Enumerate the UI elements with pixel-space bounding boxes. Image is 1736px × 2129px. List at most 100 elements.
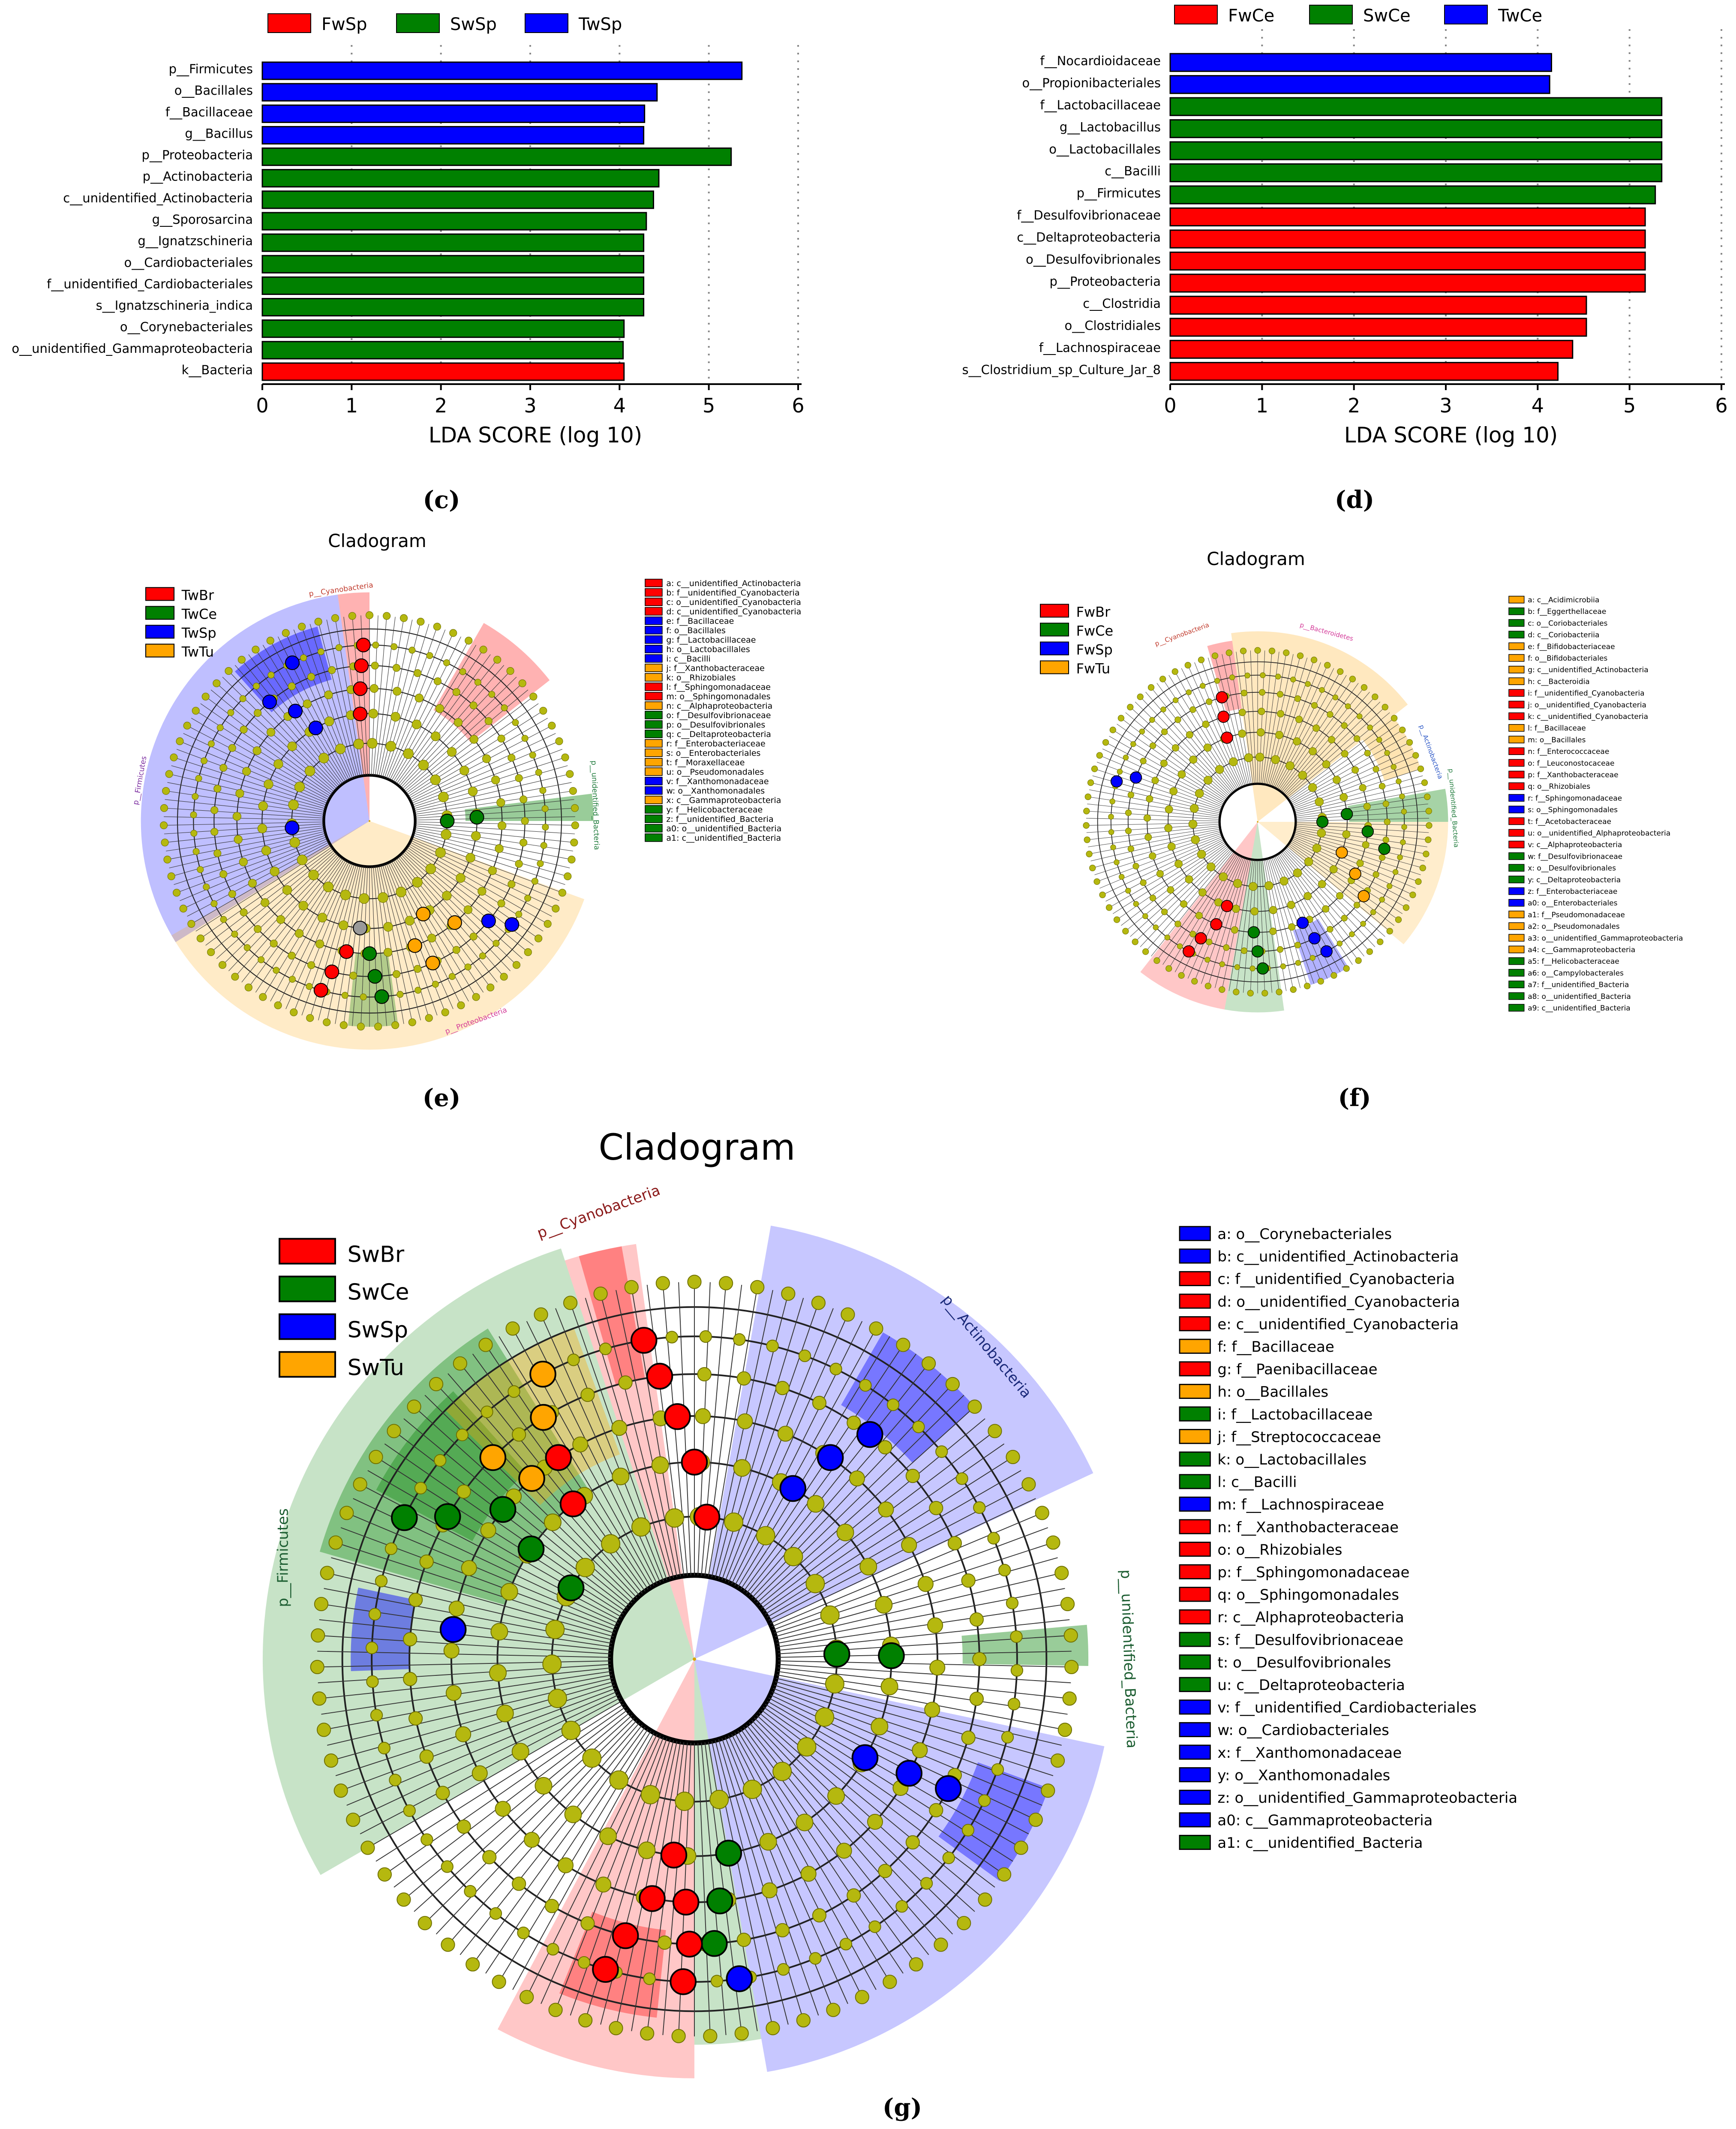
tree-node — [294, 782, 305, 792]
key-swatch — [1508, 864, 1525, 872]
tree-branch — [381, 865, 421, 1021]
key-entry: y: c__Deltaproteobacteria — [1528, 876, 1621, 884]
tree-node — [425, 863, 436, 874]
clade-highlight — [351, 1588, 416, 1671]
leaf-node — [1337, 668, 1344, 675]
key-entry: b: c__unidentified_Actinobacteria — [1217, 1248, 1459, 1266]
tree-node — [1156, 870, 1164, 878]
key-swatch — [1508, 631, 1525, 639]
leaf-node — [187, 920, 195, 928]
tree-node — [1244, 672, 1250, 679]
tree-branch — [301, 626, 355, 778]
tree-branch — [616, 1290, 678, 1577]
tree-node — [541, 805, 549, 812]
tree-node — [1384, 750, 1390, 756]
tree-branch — [1285, 701, 1381, 796]
significant-node — [517, 1535, 545, 1563]
significant-node — [353, 681, 368, 696]
leaf-node — [1417, 765, 1424, 773]
tree-branch — [541, 1735, 661, 2004]
tree-branch — [210, 689, 335, 792]
tree-node — [463, 905, 473, 914]
tree-branch — [293, 863, 353, 1013]
tree-node — [366, 1675, 379, 1688]
key-entry: a1: f__Pseudomonadaceae — [1528, 911, 1625, 919]
leaf-node — [1377, 938, 1384, 945]
leaf-node — [640, 2026, 655, 2041]
leaf-node — [408, 1018, 416, 1026]
tree-node — [248, 879, 257, 888]
tree-node — [1327, 711, 1334, 718]
tree-node — [618, 1375, 633, 1390]
tree-node — [1114, 859, 1120, 866]
tree-branch — [391, 641, 469, 781]
tree-branch — [448, 1373, 640, 1596]
leaf-node — [1419, 864, 1426, 872]
leaf-node — [449, 629, 457, 637]
significant-node — [664, 1403, 691, 1430]
lda-chart-c: FwSp SwSp TwSp p__Firmicutes o__Bacillales f_… — [12, 13, 805, 448]
key-entry: a1: c__unidentified_Bacteria — [1217, 1834, 1423, 1852]
key-swatch — [1508, 736, 1525, 743]
key-swatch — [1179, 1496, 1211, 1512]
tree-branch — [169, 831, 325, 869]
leaf-node — [909, 1957, 923, 1972]
bar-o__Propionibacteriales — [1169, 75, 1550, 94]
significant-node — [367, 969, 382, 984]
panel-label-d: (d) — [1335, 486, 1374, 514]
key-entry: p: f__Sphingomonadaceae — [1217, 1564, 1409, 1581]
key-swatch — [1508, 980, 1525, 989]
tree-branch — [405, 696, 534, 794]
tree-branch — [165, 799, 324, 817]
tree-node — [308, 869, 319, 881]
tree-node — [371, 662, 379, 670]
tree-node — [1206, 698, 1213, 705]
key-entry: r: f__Enterobacteriaceae — [666, 739, 765, 749]
tree-branch — [711, 1741, 773, 2028]
tree-node — [1117, 769, 1123, 775]
key-swatch — [1179, 1383, 1211, 1399]
tree-node — [419, 1554, 434, 1569]
tree-branch — [191, 718, 330, 799]
tree-node — [414, 669, 422, 677]
tree-branch — [340, 1688, 616, 1791]
tree-branch — [499, 1730, 652, 1982]
tree-node — [987, 1532, 1000, 1545]
leaf-node — [360, 1840, 375, 1855]
key-swatch — [1508, 875, 1525, 884]
clade-highlight — [171, 821, 585, 1050]
tree-node — [318, 753, 329, 764]
tree-branch — [718, 1739, 804, 2021]
tree-branch — [1265, 859, 1294, 990]
bar-label: p__Proteobacteria — [142, 148, 253, 162]
leaf-node — [160, 821, 168, 830]
significant-node — [518, 1465, 545, 1492]
tree-node — [1308, 783, 1317, 792]
tree-node — [759, 1833, 777, 1851]
key-swatch — [1179, 1338, 1211, 1354]
legend-swatch-TwBr — [145, 587, 175, 601]
key-swatch — [645, 720, 663, 729]
tree-node — [419, 1749, 434, 1764]
key-entry: s: o__Enterobacteriales — [666, 749, 760, 758]
leaf-node — [1240, 647, 1247, 655]
tree-branch — [171, 765, 326, 809]
leaf-node — [1083, 822, 1090, 829]
tree-node — [297, 854, 308, 865]
tree-branch — [472, 1353, 646, 1592]
tree-node — [1125, 809, 1132, 816]
key-swatch — [1179, 1834, 1211, 1850]
tree-node — [1202, 720, 1210, 728]
leaf-node — [512, 961, 521, 969]
leaf-node — [1276, 989, 1282, 995]
tree-branch — [234, 855, 340, 977]
leaf-node — [988, 1424, 1002, 1438]
tree-node — [1143, 814, 1151, 822]
key-entry: u: c__Deltaproteobacteria — [1217, 1677, 1405, 1694]
leaf-node — [306, 1014, 314, 1022]
tree-node — [228, 744, 236, 752]
key-swatch — [1508, 689, 1525, 697]
bar-label: f__Nocardioidaceae — [1040, 54, 1161, 68]
tree-branch — [1285, 847, 1385, 937]
leaf-node — [218, 961, 227, 969]
